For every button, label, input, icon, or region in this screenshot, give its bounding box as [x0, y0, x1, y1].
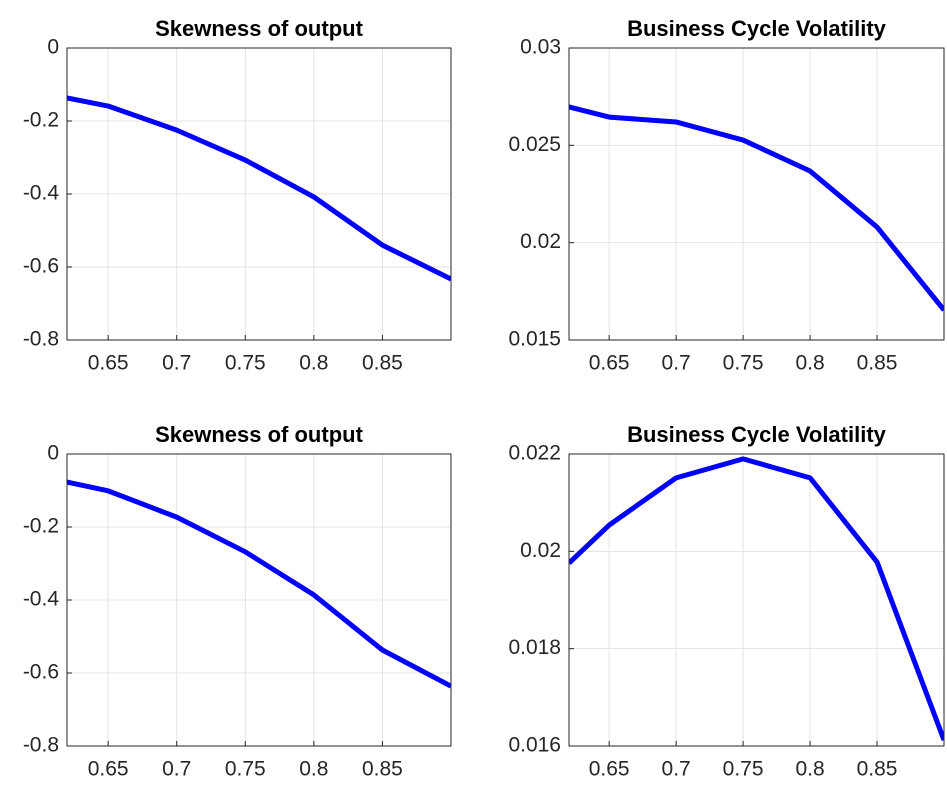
x-tick-label: 0.7: [662, 352, 691, 375]
y-tick-label: -0.2: [23, 515, 59, 538]
x-tick-label: 0.85: [362, 352, 403, 375]
axes-box: [66, 453, 452, 747]
chart-title: Business Cycle Volatility: [627, 422, 887, 447]
y-tick-label: 0.02: [520, 230, 561, 253]
x-tick-label: 0.85: [362, 758, 403, 781]
x-tick-label: 0.85: [857, 352, 898, 375]
y-tick-label: 0.03: [520, 36, 561, 59]
x-tick-label: 0.7: [162, 758, 191, 781]
x-tick-label: 0.75: [723, 352, 764, 375]
x-tick-label: 0.75: [225, 352, 266, 375]
y-tick-label: -0.6: [23, 661, 59, 684]
x-tick-label: 0.65: [589, 352, 630, 375]
chart-title: Skewness of output: [155, 16, 363, 41]
y-tick-label: -0.6: [23, 255, 59, 278]
y-tick-label: -0.2: [23, 109, 59, 132]
subplot: Business Cycle Volatility 0.015 0.02 0.025 0…: [508, 16, 945, 375]
line: [569, 104, 944, 312]
y-tick-label: -0.8: [23, 734, 59, 757]
y-tick-label: 0.025: [508, 133, 561, 156]
axes-box: [568, 453, 945, 747]
y-tick-label: 0.015: [508, 328, 561, 351]
x-tick-label: 0.8: [299, 352, 328, 375]
y-tick-label: 0: [47, 36, 59, 59]
axes-box: [66, 47, 452, 341]
y-tick-label: 0: [47, 442, 59, 465]
line: [67, 479, 451, 689]
x-tick-label: 0.7: [662, 758, 691, 781]
subplot: Business Cycle Volatility 0.016 0.018 0.02 0…: [508, 422, 945, 781]
line: [569, 456, 944, 742]
y-tick-label: 0.018: [508, 636, 561, 659]
y-tick-label: 0.022: [508, 442, 561, 465]
x-tick-label: 0.7: [162, 352, 191, 375]
y-tick-label: -0.4: [23, 182, 60, 205]
x-tick-label: 0.8: [299, 758, 328, 781]
y-tick-label: 0.016: [508, 734, 561, 757]
y-tick-label: -0.4: [23, 588, 60, 611]
subplot: Skewness of output -0.8 -0.6 -0.4 -0.2 0 0.65 0…: [23, 422, 452, 781]
line: [67, 95, 451, 282]
y-tick-label: 0.02: [520, 539, 561, 562]
x-tick-label: 0.8: [795, 352, 824, 375]
x-tick-label: 0.65: [88, 352, 129, 375]
axes-box: [568, 47, 945, 341]
x-tick-label: 0.65: [589, 758, 630, 781]
x-tick-label: 0.85: [857, 758, 898, 781]
chart-title: Skewness of output: [155, 422, 363, 447]
x-tick-label: 0.75: [225, 758, 266, 781]
x-tick-label: 0.75: [723, 758, 764, 781]
x-tick-label: 0.65: [88, 758, 129, 781]
y-tick-label: -0.8: [23, 328, 59, 351]
chart-title: Business Cycle Volatility: [627, 16, 887, 41]
x-tick-label: 0.8: [795, 758, 824, 781]
subplot: Skewness of output -0.8 -0.6 -0.4 -0.2 0 0.65 0…: [23, 16, 452, 375]
